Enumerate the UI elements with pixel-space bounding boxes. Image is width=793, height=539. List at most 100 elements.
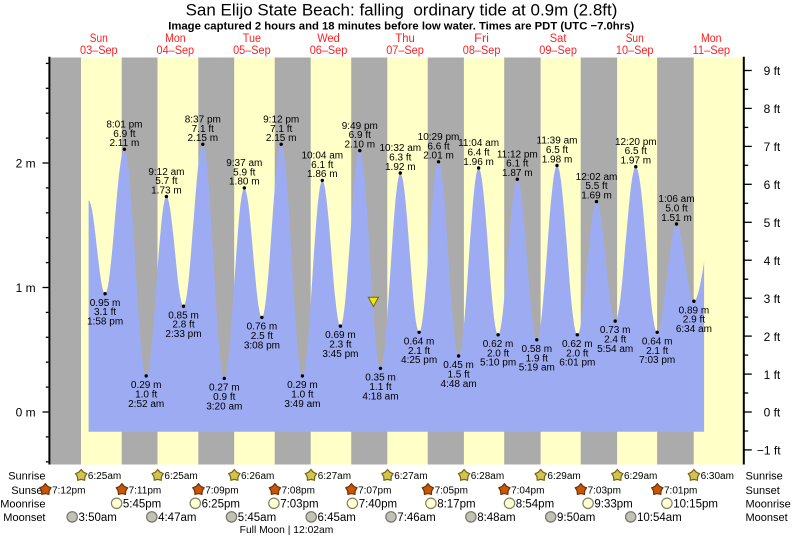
svg-text:6.9 ft: 6.9 ft (349, 130, 371, 141)
svg-text:2.01 m: 2.01 m (423, 151, 454, 162)
svg-text:2.1 ft: 2.1 ft (646, 346, 668, 357)
svg-text:9:12 am: 9:12 am (148, 167, 184, 178)
svg-text:7:03 pm: 7:03 pm (639, 355, 675, 366)
svg-text:12:02 am: 12:02 am (576, 172, 618, 183)
svg-text:1:58 pm: 1:58 pm (87, 317, 123, 328)
svg-text:0.29 m: 0.29 m (131, 380, 162, 391)
svg-text:10:15pm: 10:15pm (673, 499, 718, 511)
svg-text:7:08pm: 7:08pm (282, 485, 315, 496)
svg-text:5:54 am: 5:54 am (597, 344, 633, 355)
svg-text:10–Sep: 10–Sep (616, 43, 654, 57)
svg-text:0.9 ft: 0.9 ft (213, 392, 235, 403)
svg-text:10:04 am: 10:04 am (301, 151, 343, 162)
svg-text:10:54am: 10:54am (637, 512, 682, 524)
svg-text:4:48 am: 4:48 am (441, 379, 477, 390)
svg-text:8:17pm: 8:17pm (437, 499, 475, 511)
svg-text:Sunrise: Sunrise (8, 471, 45, 483)
svg-text:0 ft: 0 ft (764, 406, 781, 420)
svg-text:0.29 m: 0.29 m (287, 380, 318, 391)
svg-text:2.1 ft: 2.1 ft (408, 346, 430, 357)
svg-text:Sat: Sat (550, 31, 567, 45)
svg-text:7:40pm: 7:40pm (359, 499, 397, 511)
svg-text:Moonrise: Moonrise (0, 499, 45, 511)
svg-text:7:01pm: 7:01pm (664, 485, 697, 496)
svg-text:10:32 am: 10:32 am (379, 143, 421, 154)
svg-text:5:45am: 5:45am (238, 512, 276, 524)
svg-text:Mon: Mon (701, 31, 722, 45)
svg-text:7.1 ft: 7.1 ft (270, 124, 292, 135)
svg-text:5:45pm: 5:45pm (123, 499, 161, 511)
svg-text:Sunset: Sunset (11, 485, 45, 497)
svg-text:6.5 ft: 6.5 ft (625, 146, 647, 157)
svg-text:6.4 ft: 6.4 ft (467, 148, 489, 159)
svg-text:6.1 ft: 6.1 ft (311, 160, 333, 171)
svg-text:Sunrise: Sunrise (746, 471, 783, 483)
svg-text:1.96 m: 1.96 m (463, 157, 494, 168)
svg-text:3:50am: 3:50am (79, 512, 117, 524)
svg-text:7.1 ft: 7.1 ft (192, 124, 214, 135)
svg-text:7:03pm: 7:03pm (280, 499, 318, 511)
svg-text:6 ft: 6 ft (764, 178, 781, 192)
svg-text:11:12 pm: 11:12 pm (497, 149, 538, 160)
svg-text:1.92 m: 1.92 m (385, 162, 416, 173)
svg-text:8:54pm: 8:54pm (516, 499, 554, 511)
svg-text:5.0 ft: 5.0 ft (665, 204, 687, 215)
svg-text:9:33pm: 9:33pm (594, 499, 632, 511)
svg-text:6.6 ft: 6.6 ft (427, 141, 449, 152)
svg-text:2 ft: 2 ft (764, 330, 781, 344)
svg-text:6:29am: 6:29am (547, 471, 580, 482)
svg-text:8:37 pm: 8:37 pm (185, 115, 221, 126)
svg-text:1.1 ft: 1.1 ft (369, 382, 391, 393)
svg-text:5.7 ft: 5.7 ft (155, 176, 177, 187)
svg-text:3:20 am: 3:20 am (206, 401, 242, 412)
svg-text:2.15 m: 2.15 m (188, 133, 219, 144)
svg-text:6:26am: 6:26am (241, 471, 274, 482)
svg-text:7:11pm: 7:11pm (129, 485, 162, 496)
svg-text:Mon: Mon (165, 31, 186, 45)
svg-text:7:04pm: 7:04pm (511, 485, 544, 496)
svg-text:3:49 am: 3:49 am (284, 399, 320, 410)
svg-text:Moonset: Moonset (746, 512, 788, 524)
svg-text:6:25pm: 6:25pm (202, 499, 240, 511)
svg-text:0.27 m: 0.27 m (209, 383, 240, 394)
svg-text:Fri: Fri (474, 31, 489, 45)
svg-text:3 ft: 3 ft (764, 292, 781, 306)
svg-text:6.3 ft: 6.3 ft (389, 153, 411, 164)
svg-text:2.0 ft: 2.0 ft (566, 348, 588, 359)
svg-text:8 ft: 8 ft (764, 102, 781, 116)
svg-text:7:09pm: 7:09pm (205, 485, 238, 496)
svg-text:09–Sep: 09–Sep (539, 43, 577, 57)
svg-text:1.0 ft: 1.0 ft (291, 389, 313, 400)
svg-text:12:20 pm: 12:20 pm (615, 137, 657, 148)
svg-text:Full Moon | 12:02am: Full Moon | 12:02am (240, 525, 334, 536)
svg-text:0.69 m: 0.69 m (325, 330, 356, 341)
svg-text:Wed: Wed (317, 31, 339, 45)
svg-text:1.87 m: 1.87 m (502, 168, 533, 179)
svg-text:7:12pm: 7:12pm (52, 485, 85, 496)
svg-text:San Elijo State Beach: falling: San Elijo State Beach: falling ordinary … (186, 1, 618, 20)
svg-text:1.97 m: 1.97 m (621, 156, 652, 167)
svg-text:Tue: Tue (243, 31, 261, 45)
svg-text:0.62 m: 0.62 m (483, 339, 514, 350)
svg-text:1.98 m: 1.98 m (542, 154, 573, 165)
svg-text:1.80 m: 1.80 m (229, 177, 260, 188)
svg-text:5 ft: 5 ft (764, 216, 781, 230)
svg-text:7:46am: 7:46am (397, 512, 435, 524)
svg-text:9:12 pm: 9:12 pm (263, 115, 299, 126)
svg-text:9:49 pm: 9:49 pm (342, 121, 378, 132)
svg-text:4:47am: 4:47am (158, 512, 196, 524)
svg-text:1 m: 1 m (16, 281, 36, 295)
svg-text:06–Sep: 06–Sep (310, 43, 348, 57)
svg-text:7 ft: 7 ft (764, 140, 781, 154)
svg-text:2.0 ft: 2.0 ft (487, 348, 509, 359)
svg-text:6:30am: 6:30am (701, 471, 734, 482)
svg-text:11:39 am: 11:39 am (537, 136, 578, 147)
svg-text:4 ft: 4 ft (764, 254, 781, 268)
svg-text:5.5 ft: 5.5 ft (585, 181, 607, 192)
svg-text:6:25am: 6:25am (164, 471, 197, 482)
svg-text:2:52 am: 2:52 am (128, 399, 164, 410)
svg-text:1.9 ft: 1.9 ft (526, 353, 548, 364)
svg-text:10:29 pm: 10:29 pm (418, 132, 460, 143)
svg-text:1:06 am: 1:06 am (658, 194, 694, 205)
svg-text:9:50am: 9:50am (557, 512, 595, 524)
